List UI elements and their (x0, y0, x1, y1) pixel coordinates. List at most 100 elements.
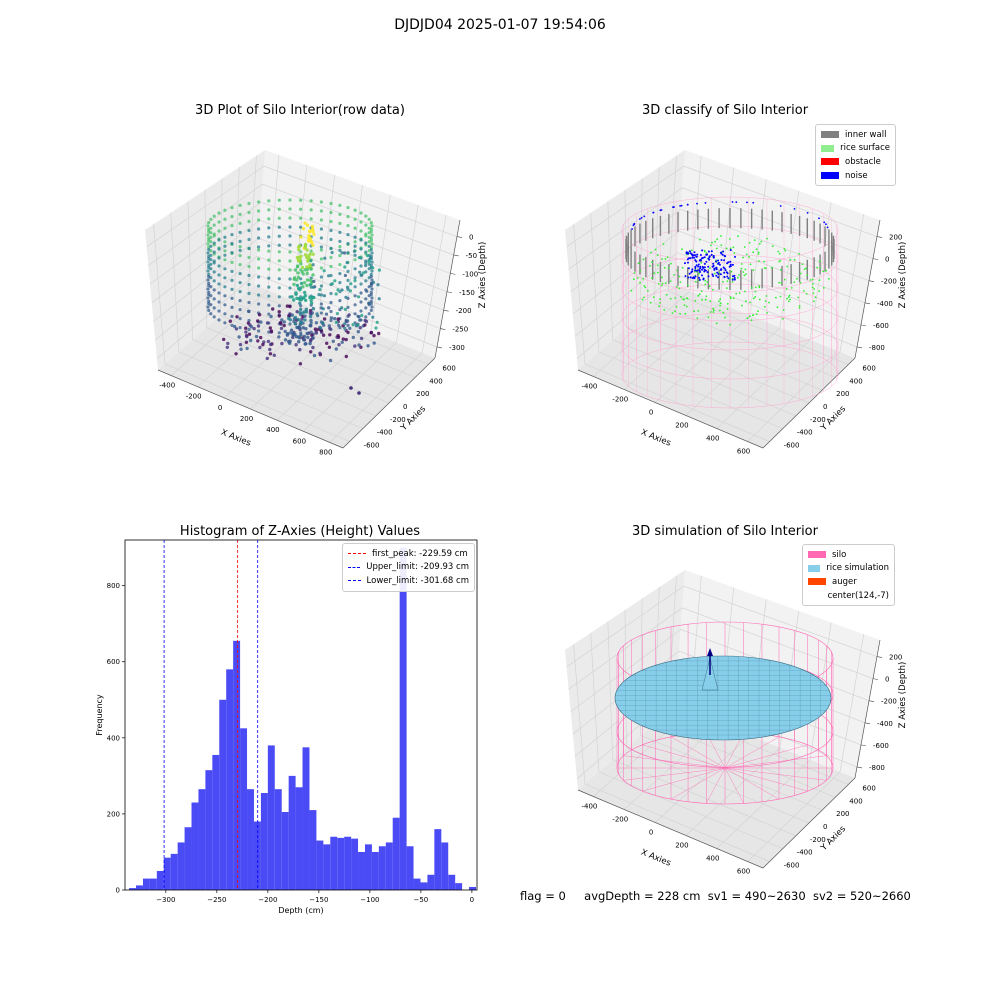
data-point (348, 326, 352, 330)
silo-spoke (642, 767, 726, 792)
data-point (319, 248, 323, 252)
x-tick-label: 600 (293, 437, 306, 445)
histogram-bar (378, 846, 386, 890)
rice-surface-point (745, 253, 748, 256)
data-point (223, 258, 227, 262)
rice-surface-point (719, 302, 722, 305)
noise-point (702, 256, 704, 259)
rice-surface-point (705, 295, 708, 298)
y-gridline-left (233, 167, 240, 304)
data-point (238, 326, 242, 330)
data-point (311, 252, 315, 256)
left-pane (145, 150, 265, 370)
data-point (337, 343, 341, 347)
z-tick-label: -250 (452, 326, 468, 334)
rice-surface-point (637, 262, 640, 265)
silo-spoke (724, 744, 808, 769)
data-point (319, 284, 323, 288)
rice-surface-point (744, 290, 746, 293)
y-gridline (667, 290, 849, 365)
rice-surface-point (718, 300, 720, 303)
data-point (207, 266, 211, 270)
rice-surface-point (803, 268, 806, 270)
data-point (295, 278, 299, 282)
rice-surface-point (728, 238, 731, 240)
line-first-peak (348, 553, 366, 555)
data-point (346, 224, 350, 228)
rice-surface-point (809, 279, 812, 281)
z-gridline (568, 607, 874, 690)
data-point (302, 334, 307, 339)
data-point (238, 203, 242, 207)
classified-cloud (621, 196, 839, 409)
rice-surface-point (766, 312, 768, 314)
y-tick-label: 0 (823, 823, 827, 831)
rice-surface-point (749, 263, 752, 266)
rice-surface-point (793, 281, 796, 283)
data-point (304, 307, 308, 311)
data-point (234, 327, 239, 331)
data-point (295, 255, 300, 260)
rice-surface-point (742, 256, 744, 259)
data-point (369, 308, 373, 312)
silo-ring (621, 196, 839, 264)
histogram-bar (170, 853, 178, 890)
data-point (329, 300, 333, 305)
data-point (328, 326, 332, 331)
histogram-bar (149, 878, 157, 890)
data-point (353, 217, 357, 221)
data-point (318, 351, 322, 355)
z-tick-label: -800 (869, 764, 885, 772)
y-gridline (626, 327, 810, 404)
rice-surface-point (780, 282, 783, 284)
data-point (329, 291, 333, 296)
silo-spoke (724, 767, 780, 800)
data-point (212, 223, 216, 227)
y-tick-label: 200 (836, 390, 849, 398)
data-point (265, 356, 269, 361)
data-point (206, 287, 210, 291)
x-gridline-back (749, 179, 767, 316)
data-point (257, 266, 261, 270)
y-tick-label: 400 (849, 377, 862, 385)
noise-point (702, 278, 705, 281)
data-point (327, 324, 331, 328)
rice-surface-point (755, 313, 758, 315)
data-point (309, 217, 313, 221)
rice-surface-point (748, 255, 750, 258)
histogram-bar (295, 787, 303, 890)
data-point (258, 345, 262, 350)
data-point (207, 281, 211, 285)
data-point (357, 343, 361, 347)
data-point (257, 248, 261, 252)
axes-box: -400-2000200400600800-600-400-2000200400… (145, 150, 488, 456)
data-point (360, 273, 364, 277)
z-tick-mark (872, 678, 879, 680)
data-point (365, 289, 369, 293)
z-tick-label: 0 (885, 676, 889, 684)
noise-point (643, 215, 646, 218)
data-point (305, 268, 309, 272)
noise-point (701, 274, 703, 277)
rice-surface-point (743, 274, 746, 277)
rice-surface-point (811, 278, 814, 281)
rice-surface-point (724, 316, 726, 319)
noise-point (696, 202, 698, 205)
data-point (207, 248, 211, 252)
data-point (371, 266, 375, 270)
silo-spoke (670, 736, 726, 769)
data-point (321, 307, 325, 311)
noise-point (704, 269, 707, 272)
y-gridline-left (170, 212, 180, 352)
rice-surface-point (639, 269, 642, 272)
rice-surface-point (758, 298, 761, 301)
y-gridline-left (590, 212, 600, 352)
x-tick-label: -200 (186, 393, 202, 401)
data-point (212, 306, 216, 310)
legend-label: auger (832, 576, 857, 587)
data-point (364, 223, 368, 227)
histogram-bar (240, 728, 248, 890)
data-point (244, 330, 248, 334)
data-point (319, 293, 323, 297)
data-point (223, 244, 227, 248)
